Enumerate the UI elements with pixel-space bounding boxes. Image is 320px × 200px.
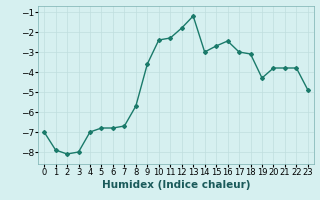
X-axis label: Humidex (Indice chaleur): Humidex (Indice chaleur) xyxy=(102,180,250,190)
